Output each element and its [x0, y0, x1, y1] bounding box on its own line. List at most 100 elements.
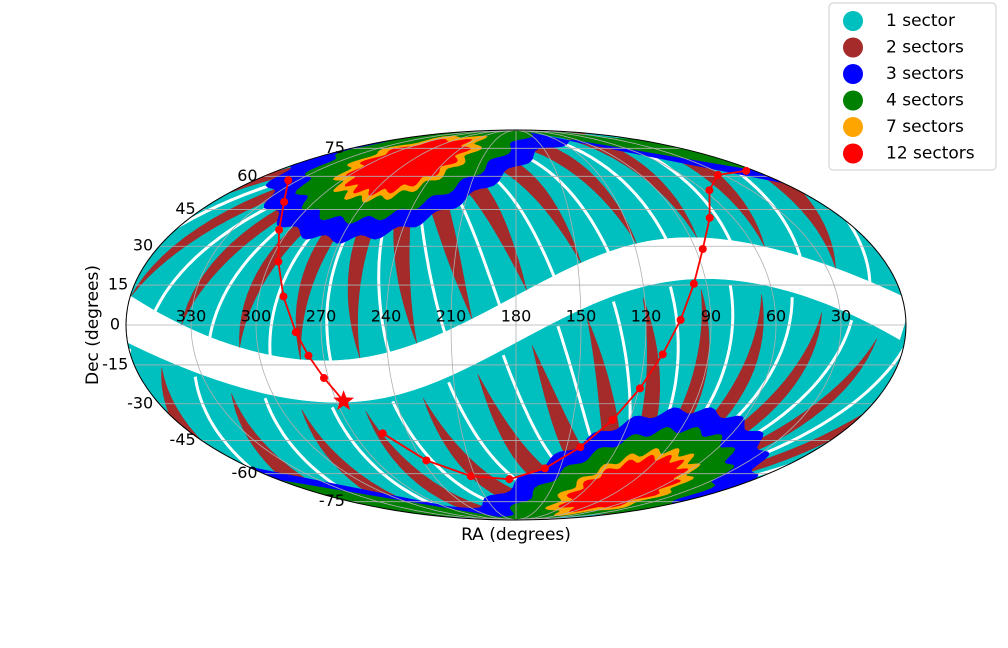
- x-tick-label: 300: [241, 307, 272, 326]
- legend-label: 12 sectors: [886, 144, 975, 164]
- point: [705, 213, 714, 222]
- plane-line: [274, 166, 751, 484]
- coverage-region: [8, 297, 70, 432]
- y-tick-label: 45: [175, 199, 195, 218]
- y-tick-label: -45: [170, 430, 196, 449]
- legend-label: 1 sector: [886, 11, 955, 31]
- legend-marker: [843, 90, 863, 111]
- coverage-region: [126, 150, 156, 259]
- point: [378, 429, 387, 438]
- coverage-region: [736, 347, 906, 466]
- x-tick-label: 270: [306, 307, 337, 326]
- coverage-region: [0, 289, 36, 435]
- y-tick-label: -75: [319, 491, 345, 510]
- y-tick-label: 75: [325, 138, 345, 157]
- coverage-region: [0, 318, 17, 453]
- x-tick-label: 90: [701, 307, 721, 326]
- coverage-region: [126, 139, 232, 196]
- coverage-region: [344, 139, 473, 196]
- legend-box: [828, 2, 997, 171]
- coverage-region: [452, 190, 503, 311]
- coverage-region: [0, 295, 72, 440]
- point: [275, 225, 284, 234]
- coverage-region: [0, 172, 4, 281]
- coverage-region: [1003, 189, 1008, 319]
- y-tick-label: -30: [127, 393, 153, 412]
- point: [280, 197, 289, 206]
- x-tick-label: 30: [831, 307, 851, 326]
- legend-label: 3 sectors: [886, 64, 964, 84]
- coverage-region: [791, 454, 906, 513]
- legend-marker: [843, 143, 863, 164]
- y-tick-label: 60: [237, 166, 257, 185]
- coverage-region: [558, 454, 689, 513]
- coverage-region: [536, 134, 670, 245]
- x-tick-label: 150: [566, 307, 597, 326]
- coverage-region: [0, 394, 9, 502]
- coverage-region: [0, 398, 47, 503]
- point: [540, 464, 549, 473]
- coverage-region: [325, 224, 354, 367]
- legend-marker: [843, 117, 863, 137]
- labels: 330 300 270 240 210 180 150 120 90 60 30-75-60-45-…: [102, 138, 851, 510]
- point: [505, 475, 514, 484]
- coverage-region: [32, 313, 120, 450]
- coverage-region: [512, 150, 613, 258]
- coverage-region: [985, 222, 1008, 361]
- y-tick-label: -15: [102, 354, 128, 373]
- point: [658, 350, 667, 359]
- point: [676, 315, 685, 324]
- point: [422, 456, 431, 465]
- coverage-region: [0, 345, 50, 469]
- star-marker: [333, 390, 355, 410]
- point: [274, 257, 283, 266]
- coverage-region: [418, 208, 448, 338]
- point: [698, 245, 707, 254]
- legend-marker: [843, 37, 863, 58]
- coverage-region: [979, 214, 1008, 360]
- coverage-region: [501, 354, 563, 470]
- y-tick-label: 15: [108, 275, 128, 294]
- y-tick-label: 0: [110, 315, 120, 334]
- point: [284, 176, 293, 185]
- point: [304, 351, 313, 360]
- coverage-region: [556, 325, 597, 450]
- point: [635, 384, 644, 393]
- coverage-region: [0, 355, 32, 468]
- legend-label: 2 sectors: [886, 38, 964, 58]
- sky-outline: [125, 129, 907, 521]
- legend-label: 4 sectors: [886, 91, 964, 111]
- x-tick-label: 330: [176, 307, 207, 326]
- coverage-region: [662, 286, 680, 428]
- y-tick-label: 30: [133, 236, 153, 255]
- coverage-region: [484, 170, 558, 282]
- coverage-region: [956, 382, 1008, 488]
- coverage-region: [719, 297, 794, 434]
- point: [689, 279, 698, 288]
- coverage-region: [937, 212, 996, 343]
- grid: [126, 130, 906, 520]
- point: [466, 472, 475, 481]
- point: [608, 416, 617, 425]
- point: [279, 292, 288, 301]
- coverage-region: [377, 219, 392, 358]
- point: [576, 443, 585, 452]
- coverage-region: [0, 285, 27, 426]
- y-axis-label: Dec (degrees): [83, 265, 103, 385]
- point: [705, 186, 714, 195]
- legend-label: 7 sectors: [886, 117, 964, 137]
- point: [291, 328, 300, 337]
- coverage-region: [0, 382, 107, 488]
- coverage-region: [151, 194, 294, 317]
- coverage-region: [968, 172, 1008, 281]
- coverage-region: [126, 152, 128, 264]
- coverage-region: [937, 206, 1008, 347]
- coverage-region: [587, 409, 906, 518]
- x-axis-label: RA (degrees): [461, 525, 571, 545]
- legend-marker: [843, 64, 863, 84]
- point: [319, 374, 328, 383]
- point: [713, 170, 722, 179]
- x-tick-label: 120: [631, 307, 662, 326]
- coverage-region: [0, 374, 117, 488]
